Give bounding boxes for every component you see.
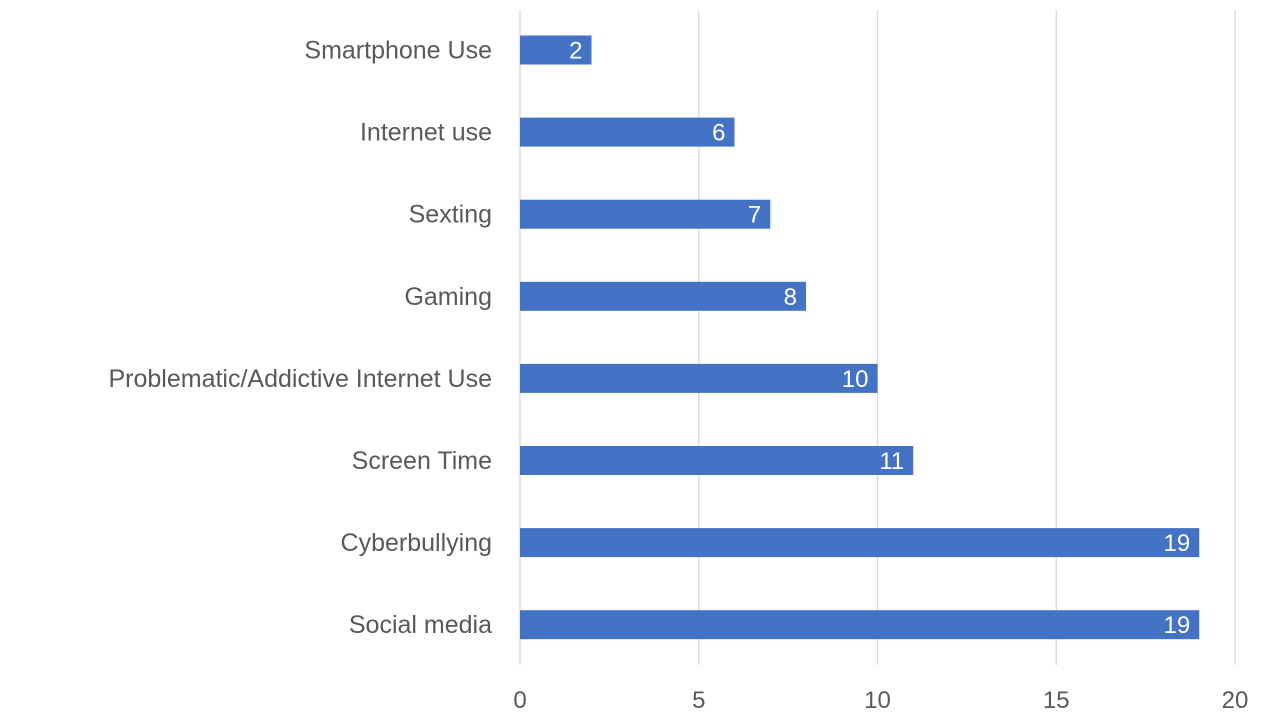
x-tick-label: 0 xyxy=(513,687,526,714)
bar-value-label: 19 xyxy=(1164,530,1191,557)
bar-value-label: 10 xyxy=(842,366,869,393)
x-tick-label: 15 xyxy=(1043,687,1070,714)
x-tick-label: 5 xyxy=(692,687,705,714)
bar xyxy=(520,281,806,311)
bar xyxy=(520,446,914,475)
bar-value-label: 2 xyxy=(569,38,582,65)
bar xyxy=(520,199,771,229)
bar xyxy=(520,528,1200,558)
gridlines xyxy=(519,10,1236,665)
category-label: Problematic/Addictive Internet Use xyxy=(108,365,492,393)
category-label: Gaming xyxy=(404,283,492,311)
bar-value-label: 19 xyxy=(1164,612,1191,639)
bar-value-label: 8 xyxy=(784,284,797,311)
bar-value-label: 7 xyxy=(748,202,761,229)
bar-value-label: 11 xyxy=(879,448,904,475)
bar xyxy=(520,35,592,65)
category-labels: Smartphone Use Internet use Sexting Gaming P… xyxy=(108,37,492,640)
category-label: Cyberbullying xyxy=(341,529,492,557)
category-label: Social media xyxy=(349,611,492,639)
category-label: Screen Time xyxy=(352,447,492,475)
category-label: Smartphone Use xyxy=(304,37,492,65)
bars: 2 6 7 8 10 11 19 19 xyxy=(520,35,1200,640)
bar xyxy=(520,363,878,393)
x-axis-tick-labels: 0 5 10 15 20 xyxy=(513,687,1248,714)
bar xyxy=(520,610,1200,640)
x-tick-label: 10 xyxy=(864,687,891,714)
x-tick-label: 20 xyxy=(1222,687,1249,714)
category-label: Internet use xyxy=(360,119,492,147)
bar xyxy=(520,117,735,147)
bar-value-label: 6 xyxy=(712,120,725,147)
category-label: Sexting xyxy=(409,201,492,229)
